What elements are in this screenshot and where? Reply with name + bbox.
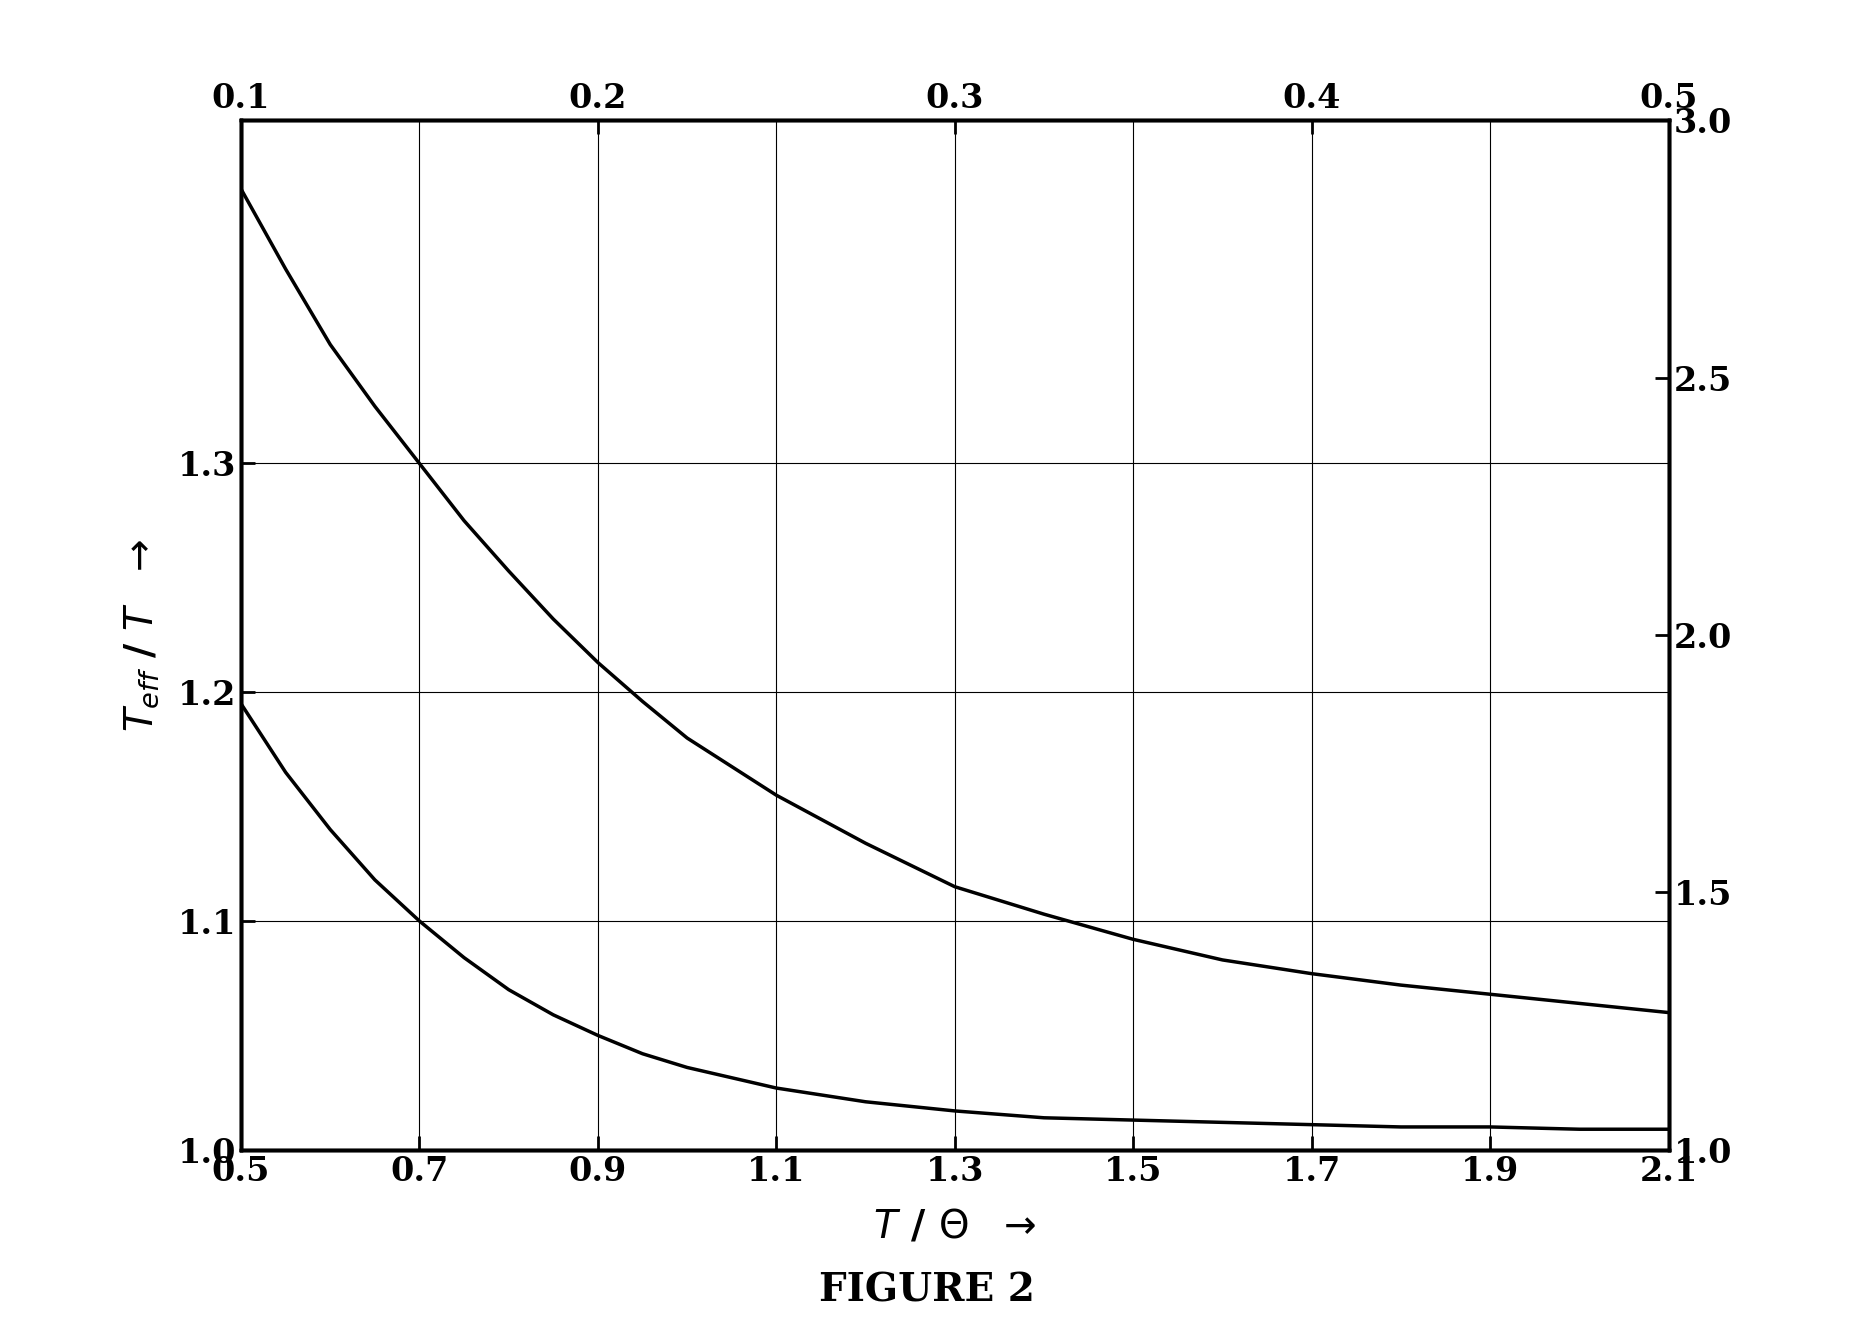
Y-axis label: $T_{eff}$ / $T$  $\rightarrow$: $T_{eff}$ / $T$ $\rightarrow$ xyxy=(122,539,161,731)
Text: FIGURE 2: FIGURE 2 xyxy=(819,1271,1035,1309)
X-axis label: $T$ / $\Theta$  $\rightarrow$: $T$ / $\Theta$ $\rightarrow$ xyxy=(873,1207,1036,1245)
